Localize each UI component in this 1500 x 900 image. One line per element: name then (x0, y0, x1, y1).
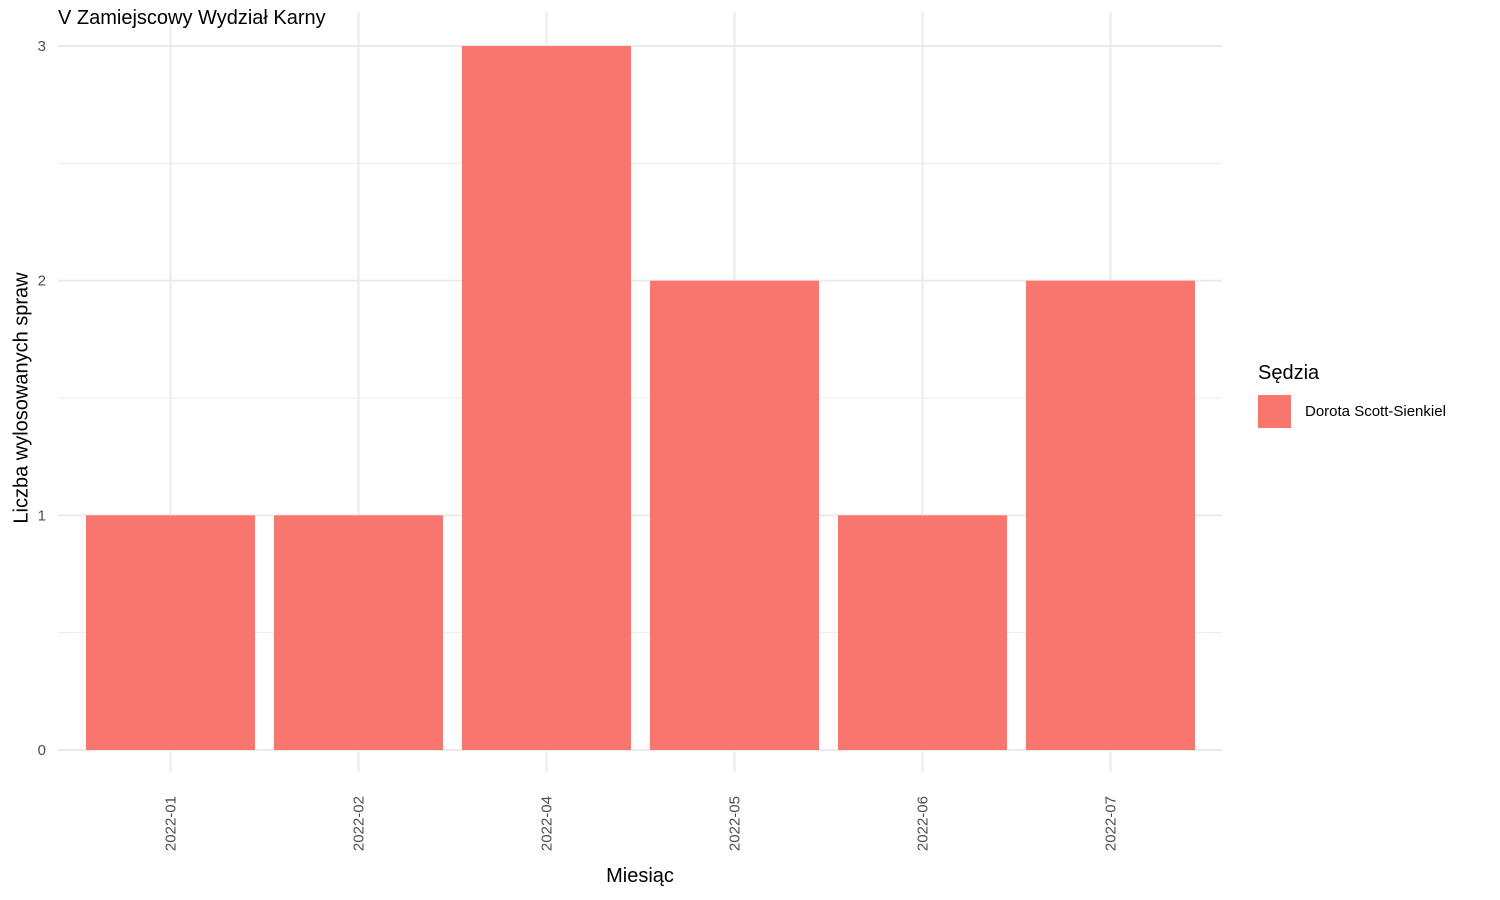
x-tick-label: 2022-01 (163, 796, 180, 851)
chart-title: V Zamiejscowy Wydział Karny (58, 7, 326, 29)
y-tick-label: 3 (38, 38, 46, 55)
x-axis-label: Miesiąc (606, 865, 674, 887)
y-tick-label: 0 (38, 742, 46, 759)
legend-label: Dorota Scott-Sienkiel (1305, 403, 1446, 420)
legend-title: Sędzia (1258, 362, 1320, 384)
x-tick-label: 2022-07 (1103, 796, 1120, 851)
legend-entry: Dorota Scott-Sienkiel (1258, 395, 1446, 428)
bars (86, 46, 1195, 750)
bar (274, 515, 443, 750)
y-tick-labels: 0 1 2 3 (38, 38, 46, 759)
bar (838, 515, 1007, 750)
x-tick-label: 2022-06 (915, 796, 932, 851)
x-tick-label: 2022-04 (539, 796, 556, 851)
x-tick-labels: 2022-01 2022-02 2022-04 2022-05 2022-06 2022-… (163, 796, 1120, 851)
x-tick-label: 2022-02 (351, 796, 368, 851)
bar (86, 515, 255, 750)
y-axis-label: Liczba wylosowanych spraw (10, 272, 33, 524)
legend: Sędzia Dorota Scott-Sienkiel (1258, 362, 1446, 428)
bar (462, 46, 631, 750)
x-tick-label: 2022-05 (727, 796, 744, 851)
y-tick-label: 1 (38, 507, 46, 524)
bar (650, 280, 819, 750)
legend-swatch (1258, 395, 1291, 428)
y-tick-label: 2 (38, 273, 46, 290)
bar (1026, 280, 1195, 750)
